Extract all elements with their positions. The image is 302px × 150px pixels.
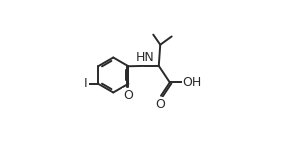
Text: I: I bbox=[84, 77, 88, 90]
Text: O: O bbox=[124, 89, 133, 102]
Text: O: O bbox=[156, 98, 165, 111]
Text: OH: OH bbox=[183, 76, 202, 89]
Text: HN: HN bbox=[136, 51, 154, 64]
